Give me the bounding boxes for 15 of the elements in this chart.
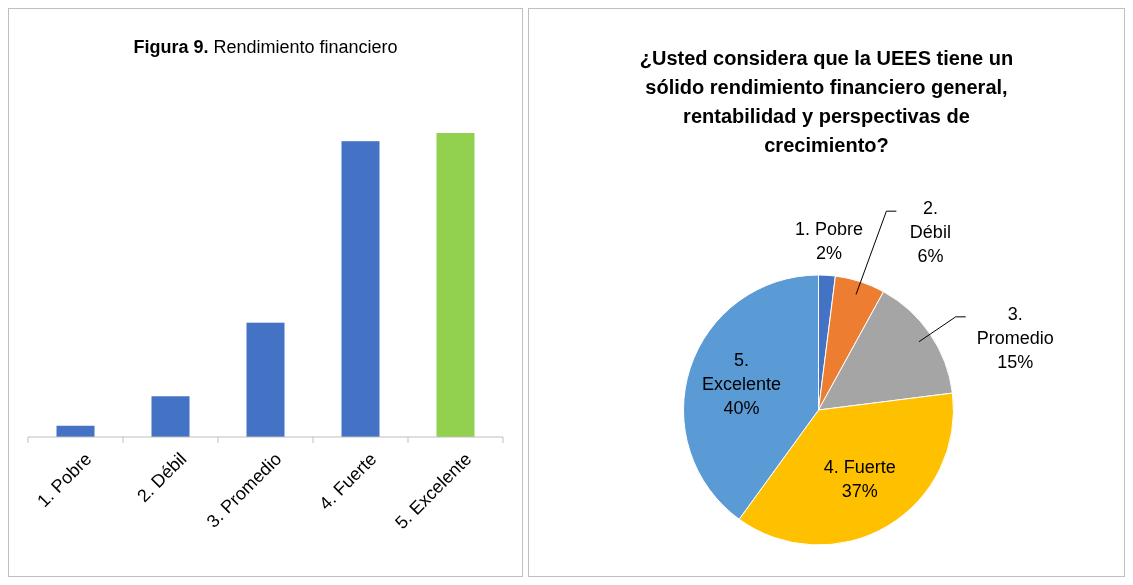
bar [151, 396, 190, 437]
chart-title: ¿Usted considera que la UEES tiene un sólido rendimiento financiero general, rentabilidad y perspectivas de crecimiento? [639, 47, 1014, 156]
chart-title: Figura 9. Rendimiento financiero [133, 37, 398, 57]
data-label: 6% [917, 245, 944, 266]
data-label: 40% [723, 397, 760, 418]
data-label: 15% [997, 351, 1034, 372]
data-label: 2% [816, 242, 843, 263]
bar [436, 133, 475, 437]
bar [246, 322, 285, 437]
slice-label: 5. Excelente [701, 349, 781, 394]
bar [341, 141, 380, 437]
slice-label: 3. Promedio [976, 303, 1054, 348]
slice-label: 2. Débil [909, 197, 951, 242]
data-label: 37% [841, 480, 878, 501]
slice-label: 1. Pobre [795, 218, 864, 239]
